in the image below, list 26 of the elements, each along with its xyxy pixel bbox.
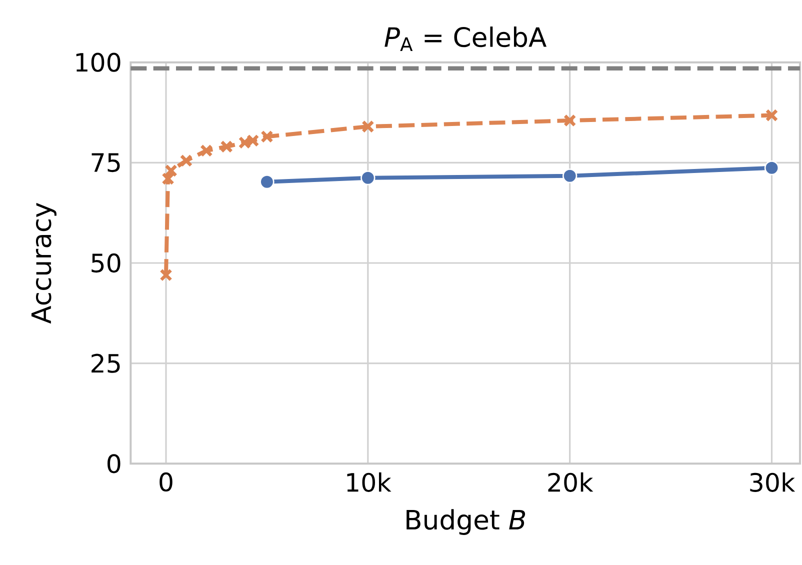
x-axis-title: Budget B [406,509,526,535]
point [180,154,193,168]
chart-title: P$_{A}$ = CelebA [384,26,547,51]
x-tick-label: 30k [750,472,796,492]
y-tick-label: 100 [76,52,120,72]
x-tick-label: 10k [347,472,392,492]
point [200,144,213,158]
x-tick-label: 0 [160,472,172,492]
y-tick-label: 25 [92,354,120,373]
point [260,130,274,143]
point [562,168,578,184]
point [160,268,172,282]
point [260,174,274,190]
y-tick-label: 75 [92,153,120,172]
point [360,170,376,186]
point [164,164,178,178]
x-tick-label: 20k [548,472,594,492]
y-tick-label: 50 [92,253,120,273]
y-axis-title: Accuracy [31,202,56,324]
point [162,172,174,186]
y-tick-label: 0 [108,454,120,474]
point [765,108,778,122]
point [220,140,233,153]
point [764,160,780,176]
point [362,120,374,133]
point [563,114,576,127]
